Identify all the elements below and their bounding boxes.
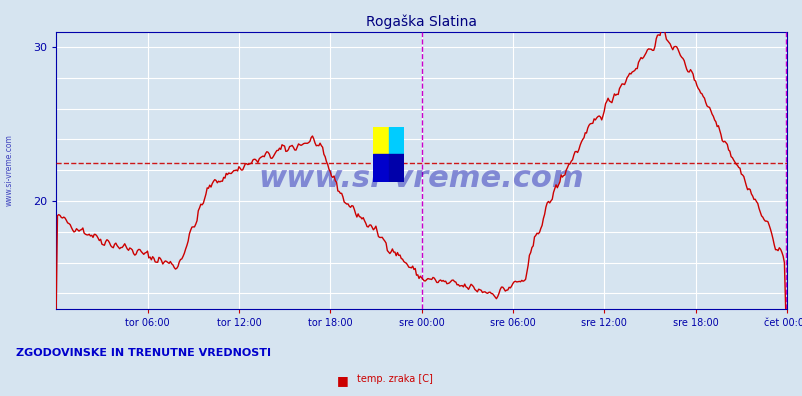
Text: ZGODOVINSKE IN TRENUTNE VREDNOSTI: ZGODOVINSKE IN TRENUTNE VREDNOSTI	[16, 348, 271, 358]
Polygon shape	[388, 154, 403, 182]
Text: www.si-vreme.com: www.si-vreme.com	[5, 134, 14, 206]
Bar	[373, 154, 388, 182]
Bar	[388, 127, 403, 154]
Text: ■: ■	[337, 374, 349, 387]
Title: Rogaška Slatina: Rogaška Slatina	[366, 15, 476, 29]
Bar	[373, 127, 388, 154]
Text: www.si-vreme.com: www.si-vreme.com	[258, 164, 584, 193]
Text: temp. zraka [C]: temp. zraka [C]	[357, 374, 432, 384]
